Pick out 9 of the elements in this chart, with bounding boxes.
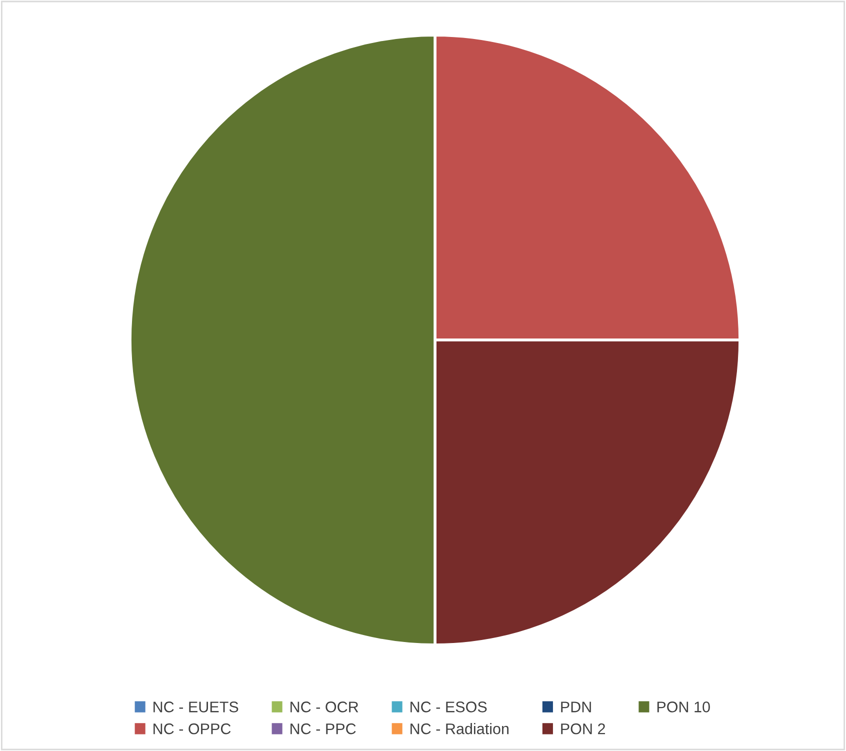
- legend-label: NC - EUETS: [154, 702, 238, 712]
- legend-label: NC - PPC: [290, 723, 356, 734]
- legend-label: NC - Radiation: [410, 723, 508, 734]
- legend-label: PON 10: [657, 702, 710, 712]
- legend-label: NC - OCR: [290, 702, 358, 712]
- legend-label: NC - ESOS: [410, 702, 487, 712]
- legend-label: PDN: [561, 702, 591, 712]
- legend-label: PON 2: [561, 723, 605, 734]
- legend-label: NC - OPPC: [154, 723, 231, 734]
